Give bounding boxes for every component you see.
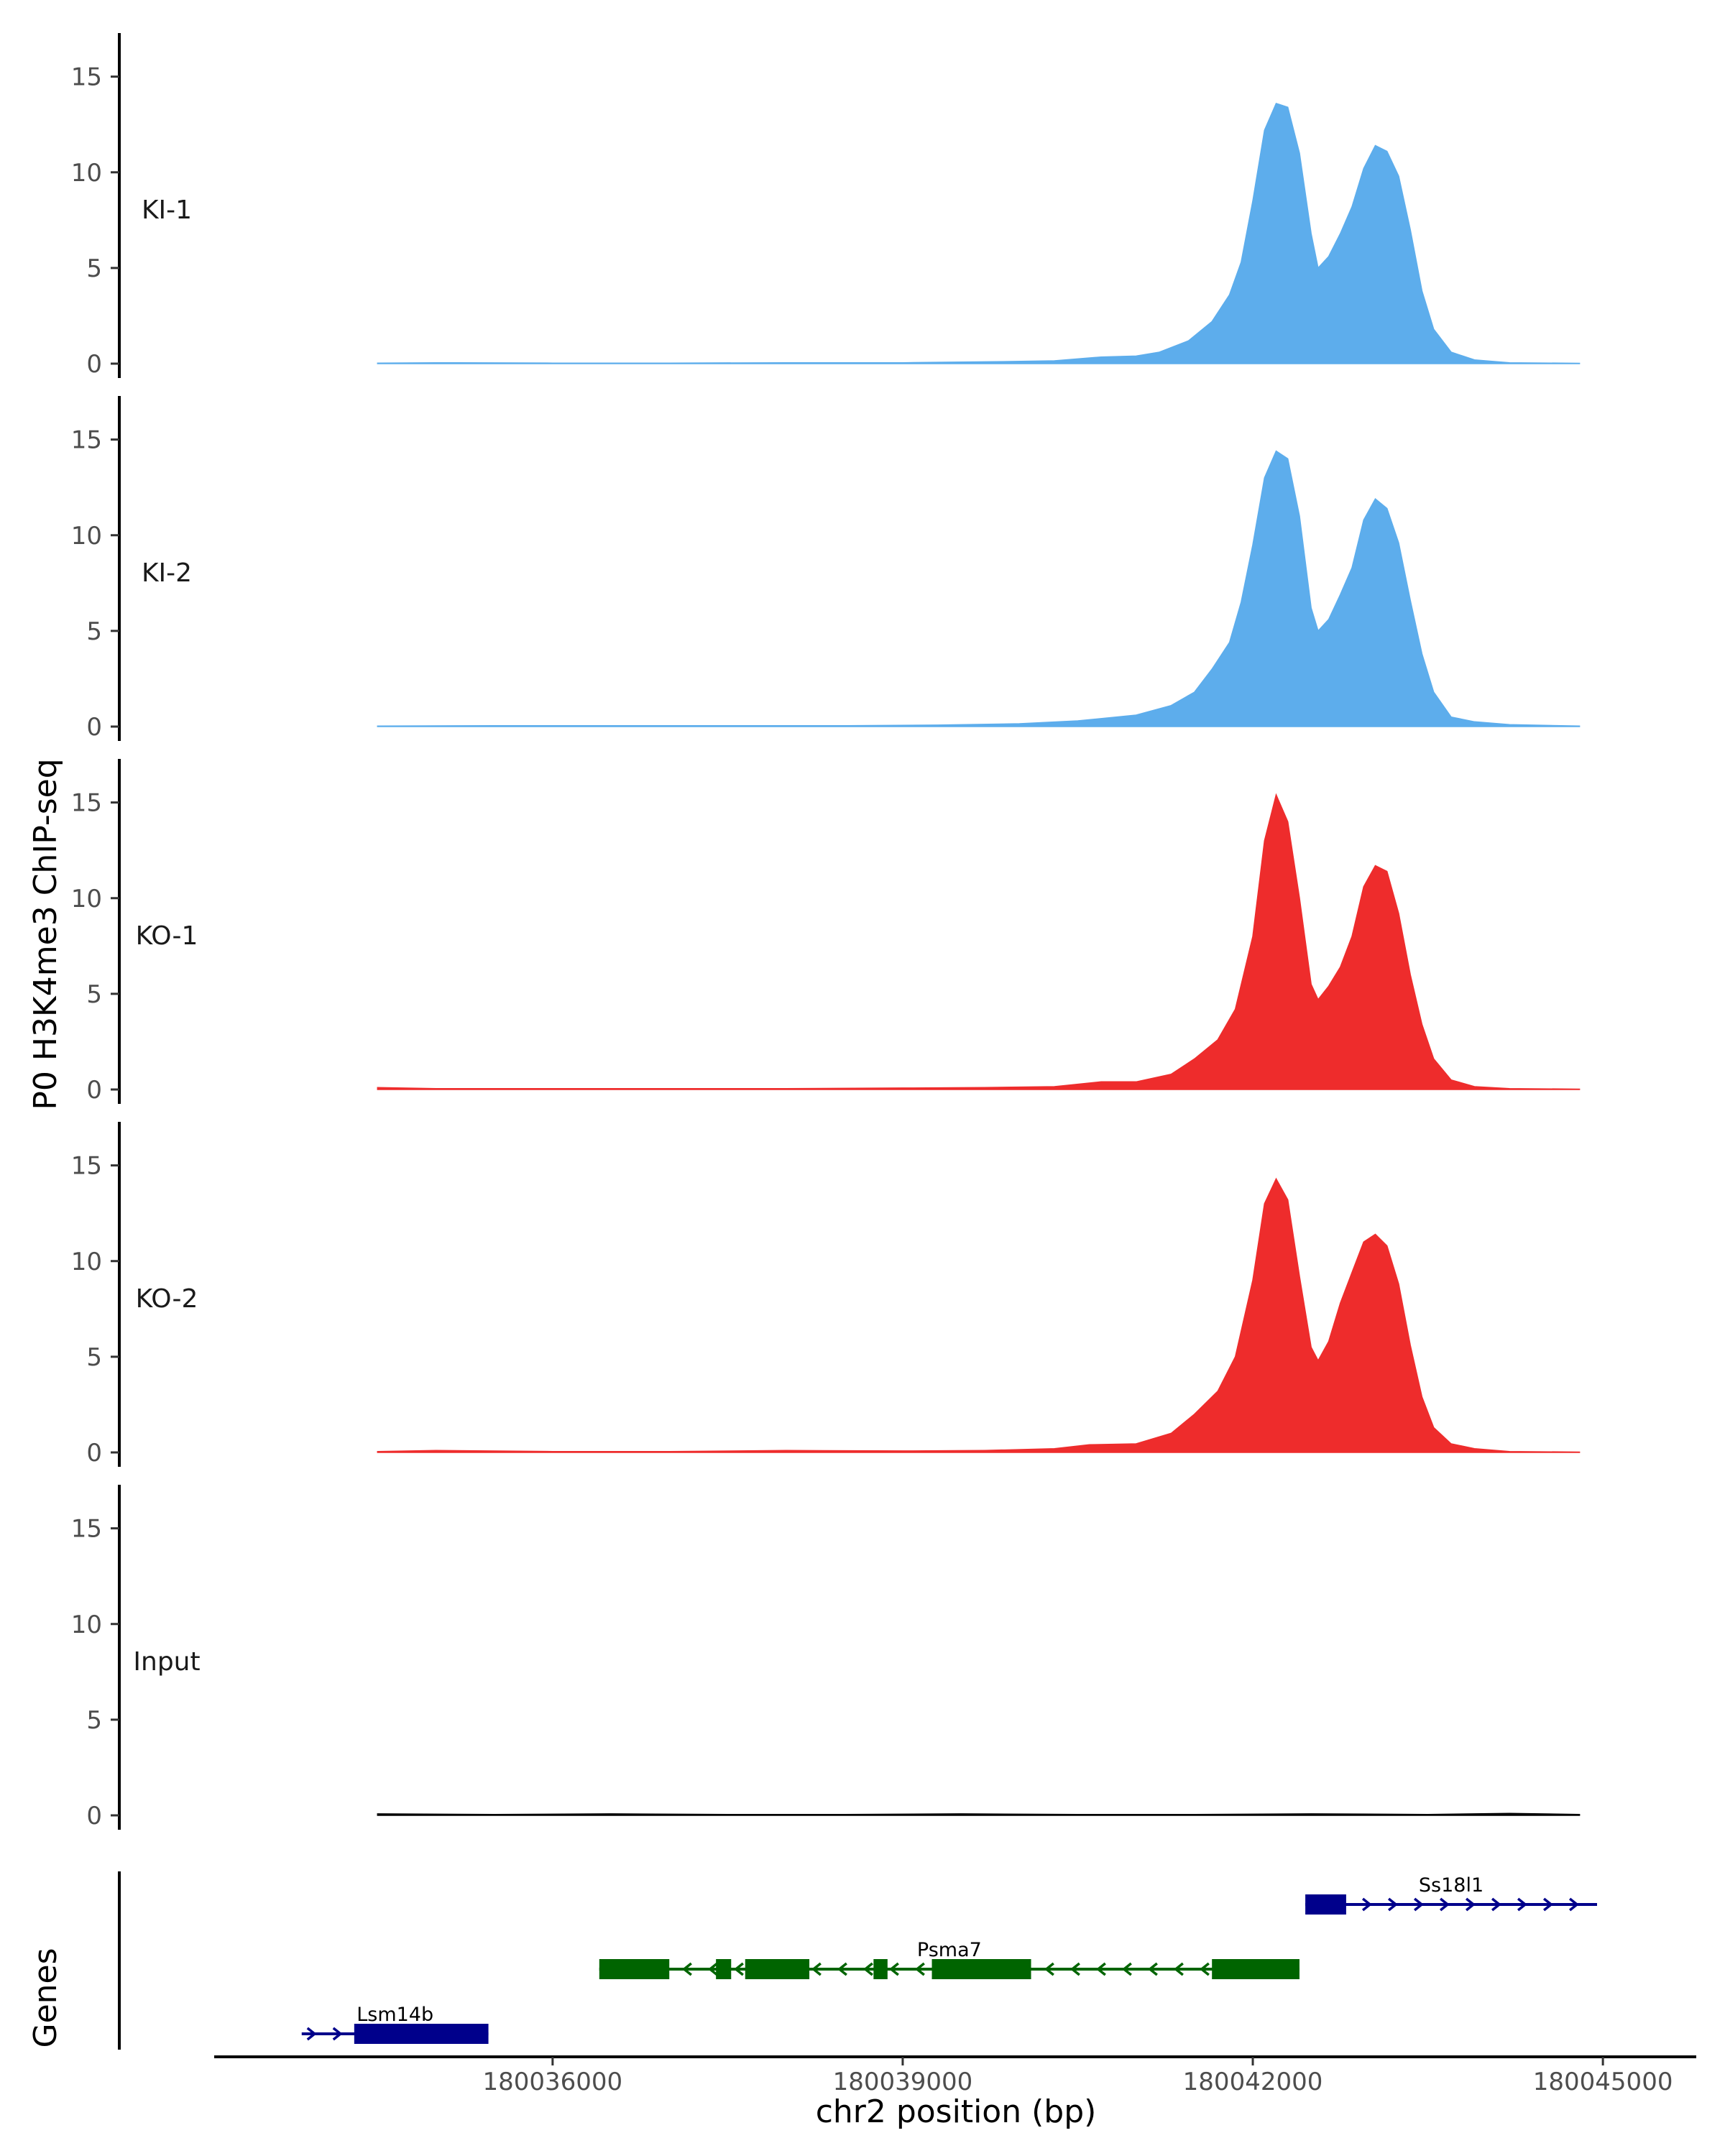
gene-exon [716,1959,732,1979]
track-label: KI-2 [142,558,192,588]
y-tick-label: 0 [86,350,102,379]
strand-arrow [1439,1897,1450,1912]
strand-arrow [888,1962,899,1976]
track-label: KI-1 [142,195,192,225]
y-tick-label: 0 [86,713,102,742]
y-tick-label: 15 [71,1152,102,1181]
gene-exon [873,1959,888,1979]
strand-arrow [1070,1962,1080,1976]
signal-area-ko-1 [377,793,1581,1090]
gene-label: Psma7 [917,1939,982,1961]
strand-arrow [1465,1897,1476,1912]
signal-tracks: 0 5 10 15 KI-1 0 5 10 15 KI-2 0 5 10 15 KO-1 0 5 10 15 KO-2… [71,33,1581,1830]
y-tick-label: 10 [71,1248,102,1276]
strand-arrow [332,2027,343,2041]
strand-arrow [707,1962,718,1976]
gene-exon [354,2024,489,2044]
signal-area-ki-2 [377,450,1581,727]
gene-exon [932,1959,1031,1979]
strand-arrow [1413,1897,1424,1912]
strand-arrow [1491,1897,1501,1912]
strand-arrow [733,1962,744,1976]
y-tick-label: 5 [86,1706,102,1735]
y-tick-label: 5 [86,617,102,646]
signal-area-input [377,1812,1581,1816]
gene-label: Ss18l1 [1419,1874,1484,1897]
track-label: Input [133,1647,200,1677]
track-panel: 0 5 10 15 KO-2 [71,1122,1581,1468]
strand-arrow [1147,1962,1158,1976]
strand-arrow [306,2027,317,2041]
gene-exon [745,1959,810,1979]
y-tick-label: 0 [86,1439,102,1468]
strand-arrow [1121,1962,1132,1976]
x-tick-label: 180042000 [1183,2068,1323,2096]
track-panel: 0 5 10 15 KI-1 [71,33,1581,379]
y-tick-label: 5 [86,980,102,1009]
strand-arrow [1361,1897,1372,1912]
strand-arrow [1095,1962,1106,1976]
genes-track-title: Genes [27,1948,64,2047]
y-tick-label: 15 [71,426,102,455]
strand-arrow [811,1962,822,1976]
strand-arrow [1568,1897,1579,1912]
strand-arrow [1199,1962,1210,1976]
x-tick-label: 180045000 [1533,2068,1673,2096]
y-tick-label: 15 [71,63,102,92]
gene-exon [1305,1894,1346,1915]
gene-ss18l1: Ss18l1 [1305,1874,1597,1915]
strand-arrow [681,1962,692,1976]
y-tick-label: 10 [71,159,102,188]
gene-label: Lsm14b [356,2004,433,2026]
y-tick-label: 5 [86,254,102,283]
x-axis: 180036000 180039000 180042000 180045000 [214,2055,1696,2096]
track-panel: 0 5 10 15 KI-2 [71,396,1581,742]
y-tick-label: 10 [71,885,102,913]
strand-arrow [862,1962,873,1976]
gene-exon [599,1959,670,1979]
y-tick-label: 15 [71,789,102,818]
gene-exon [1212,1959,1300,1979]
strand-arrow [1387,1897,1398,1912]
y-tick-label: 10 [71,522,102,550]
strand-arrow [1542,1897,1553,1912]
strand-arrow [837,1962,847,1976]
gene-psma7: Psma7 [599,1939,1300,1979]
y-axis-title: P0 H3K4me3 ChIP-seq [27,758,64,1110]
strand-arrow [1044,1962,1054,1976]
y-tick-label: 0 [86,1802,102,1830]
gene-lsm14b: Lsm14b [301,2004,489,2044]
gene-track: Ss18l1 Psma7 Lsm14b [118,1871,1597,2050]
strand-arrow [1173,1962,1184,1976]
strand-arrow [914,1962,925,1976]
x-tick-label: 180036000 [483,2068,623,2096]
y-tick-label: 0 [86,1076,102,1105]
y-tick-label: 15 [71,1515,102,1544]
y-tick-label: 10 [71,1611,102,1639]
track-panel: 0 5 10 15 KO-1 [71,759,1581,1105]
track-label: KO-2 [136,1284,198,1314]
y-tick-label: 5 [86,1343,102,1372]
track-panel: 0 5 10 15 Input [71,1485,1581,1830]
signal-area-ki-1 [377,102,1581,364]
signal-area-ko-2 [377,1177,1581,1453]
x-axis-title: chr2 position (bp) [816,2093,1097,2130]
track-label: KO-1 [136,921,198,951]
x-tick-label: 180039000 [833,2068,973,2096]
strand-arrow [1517,1897,1527,1912]
